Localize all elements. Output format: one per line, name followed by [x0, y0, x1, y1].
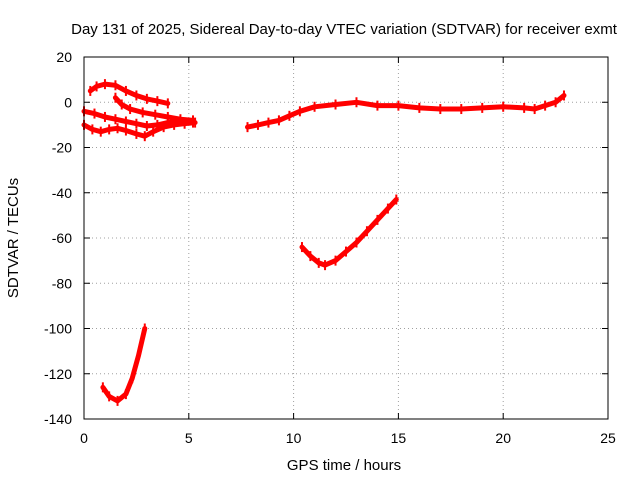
series-arc-7-points	[101, 323, 146, 406]
series-arc-1-points	[89, 79, 169, 109]
y-tick-label-7: 0	[64, 94, 72, 110]
y-tick-label-3: -80	[52, 275, 72, 291]
x-tick-label-1: 5	[185, 430, 193, 446]
x-tick-label-4: 20	[495, 430, 511, 446]
y-tick-label-1: -120	[44, 366, 72, 382]
y-tick-label-6: -20	[52, 140, 72, 156]
series-arc-5-points	[246, 90, 565, 133]
y-tick-label-4: -60	[52, 230, 72, 246]
y-tick-label-8: 20	[56, 49, 72, 65]
y-axis-title: SDTVAR / TECUs	[5, 178, 22, 298]
x-tick-label-2: 10	[286, 430, 302, 446]
axis-ticks	[83, 56, 609, 420]
y-tick-label-2: -100	[44, 321, 72, 337]
series-arc-3-points	[83, 106, 194, 132]
x-tick-label-3: 15	[391, 430, 407, 446]
tick-labels: 0 5 10 15 20 25 -140 -120 -100 -80 -60 -40 -20 0 20	[44, 49, 616, 446]
y-tick-label-0: -140	[44, 411, 72, 427]
x-tick-label-5: 25	[600, 430, 616, 446]
y-tick-label-5: -40	[52, 185, 72, 201]
x-tick-label-0: 0	[80, 430, 88, 446]
grid-lines	[84, 57, 608, 419]
series-arc-6-points	[300, 194, 398, 271]
x-axis-title: GPS time / hours	[287, 457, 401, 474]
data-series	[81, 79, 567, 406]
chart-title: Day 131 of 2025, Sidereal Day-to-day VTE…	[71, 21, 618, 38]
